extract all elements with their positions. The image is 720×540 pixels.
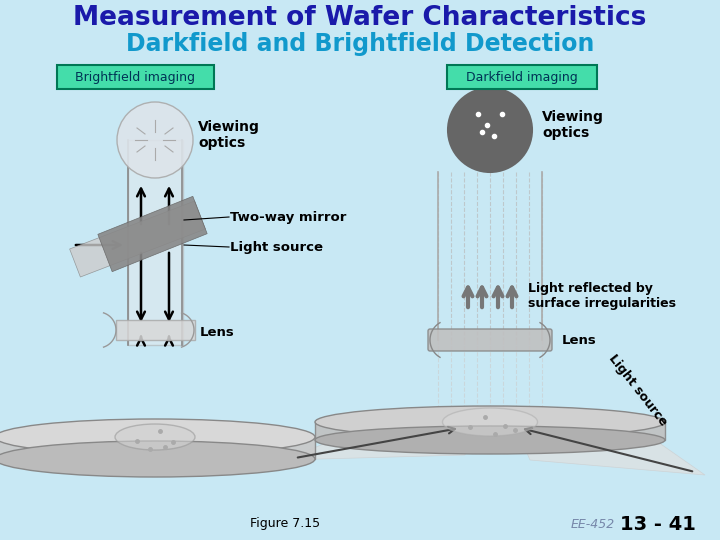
Text: Lens: Lens bbox=[562, 334, 597, 347]
Circle shape bbox=[117, 102, 193, 178]
Ellipse shape bbox=[115, 424, 195, 450]
Text: Measurement of Wafer Characteristics: Measurement of Wafer Characteristics bbox=[73, 5, 647, 31]
Text: Light source: Light source bbox=[606, 352, 670, 428]
Circle shape bbox=[448, 88, 532, 172]
Text: EE-452: EE-452 bbox=[571, 517, 615, 530]
FancyBboxPatch shape bbox=[428, 329, 552, 351]
Text: Viewing
optics: Viewing optics bbox=[198, 120, 260, 150]
Text: Light reflected by
surface irregularities: Light reflected by surface irregularitie… bbox=[528, 282, 676, 310]
Bar bbox=[116, 320, 195, 340]
Ellipse shape bbox=[443, 408, 538, 436]
Text: Darkfield imaging: Darkfield imaging bbox=[466, 71, 578, 84]
Text: Lens: Lens bbox=[200, 326, 235, 339]
Polygon shape bbox=[98, 197, 207, 272]
Polygon shape bbox=[515, 425, 705, 475]
FancyBboxPatch shape bbox=[57, 65, 214, 89]
Text: Brightfield imaging: Brightfield imaging bbox=[75, 71, 195, 84]
Text: Darkfield and Brightfield Detection: Darkfield and Brightfield Detection bbox=[126, 32, 594, 56]
Polygon shape bbox=[70, 201, 205, 277]
Ellipse shape bbox=[315, 406, 665, 438]
Bar bbox=[315, 422, 665, 440]
Text: Viewing
optics: Viewing optics bbox=[542, 110, 604, 140]
Text: Light source: Light source bbox=[230, 240, 323, 253]
Ellipse shape bbox=[315, 426, 665, 454]
Ellipse shape bbox=[0, 441, 315, 477]
Text: 13 - 41: 13 - 41 bbox=[620, 515, 696, 534]
Polygon shape bbox=[285, 425, 470, 460]
Text: Two-way mirror: Two-way mirror bbox=[230, 211, 346, 224]
FancyBboxPatch shape bbox=[447, 65, 597, 89]
Bar bbox=[0, 437, 315, 459]
Bar bbox=[128, 140, 183, 345]
Text: Figure 7.15: Figure 7.15 bbox=[250, 517, 320, 530]
Ellipse shape bbox=[0, 419, 315, 455]
